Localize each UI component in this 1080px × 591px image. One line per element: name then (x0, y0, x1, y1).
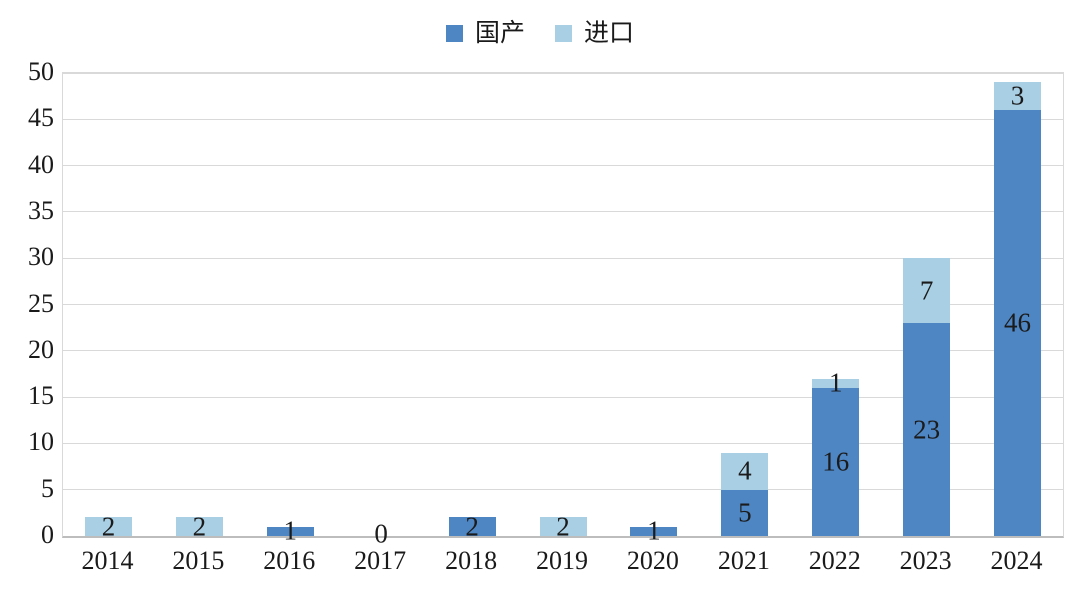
x-tick-label: 2020 (626, 546, 679, 575)
bar-segment-domestic[interactable]: 1 (630, 517, 678, 544)
legend-label-domestic: 国产 (474, 19, 525, 47)
legend-item-domestic[interactable]: 国产 (445, 19, 525, 47)
bar-value-label: 2 (192, 511, 207, 542)
bar-value-label: 1 (828, 367, 843, 398)
bar-value-label: 1 (647, 515, 661, 546)
y-tick-label: 30 (28, 242, 54, 272)
chart-legend: 国产 进口 (0, 16, 1080, 50)
x-tick-label: 2016 (263, 546, 316, 575)
gridline (63, 211, 1063, 213)
y-tick-label: 20 (28, 334, 54, 364)
y-tick-label: 5 (41, 473, 54, 503)
bar-value-label: 16 (822, 446, 850, 477)
bar-segment-domestic[interactable]: 1 (266, 517, 314, 544)
bar-segment-domestic[interactable]: 16 (812, 387, 860, 536)
bar-value-label: 46 (1004, 307, 1032, 338)
x-tick-label: 2024 (990, 546, 1043, 575)
y-tick-label: 25 (28, 288, 54, 318)
gridline (63, 489, 1063, 491)
bar-segment-import[interactable]: 2 (175, 513, 223, 540)
legend-swatch-import-icon (555, 24, 572, 42)
gridline (63, 350, 1063, 352)
bar-value-label: 7 (919, 275, 934, 306)
bar-segment-domestic[interactable]: 2 (448, 513, 496, 540)
bar-segment-import[interactable]: 3 (994, 80, 1042, 111)
gridline (63, 257, 1063, 259)
y-tick-label: 50 (28, 57, 54, 86)
y-tick-label: 45 (28, 103, 54, 133)
y-axis: 0 5 10 15 20 25 30 35 40 45 50 (0, 57, 54, 549)
gridline (63, 396, 1063, 398)
bar-value-label: 4 (738, 455, 752, 486)
x-axis: 2014 2015 2016 2017 2018 2019 2020 2021 2022 2023… (62, 546, 1062, 580)
bar-segment-import[interactable]: 2 (84, 513, 132, 540)
bar-segment-domestic[interactable]: 46 (994, 110, 1042, 536)
x-tick-label: 2014 (81, 546, 134, 575)
bar-segment-import[interactable]: 1 (812, 369, 860, 396)
y-tick-label: 40 (28, 149, 54, 179)
legend-label-import: 进口 (584, 19, 635, 47)
y-tick-label: 10 (28, 427, 54, 457)
bar-value-label: 1 (283, 515, 298, 546)
legend-item-import[interactable]: 进口 (555, 21, 634, 46)
bar-value-label: 2 (556, 511, 570, 542)
bar-segment-import[interactable]: 4 (721, 452, 769, 490)
x-tick-label: 2019 (536, 546, 588, 575)
bar-segment-import[interactable]: 2 (539, 513, 587, 540)
bar-segment-domestic[interactable]: 5 (721, 489, 769, 536)
y-tick-label: 15 (28, 381, 54, 411)
bar-value-label: 3 (1010, 80, 1025, 111)
gridline (63, 165, 1063, 167)
plot-area: 2 2 1 0 2 2 1 5 4 16 1 23 7 46 3 (62, 72, 1064, 547)
gridline (63, 118, 1063, 120)
x-tick-label: 2015 (172, 546, 225, 575)
x-tick-label: 2023 (899, 546, 952, 575)
bar-value-label: 23 (913, 414, 941, 445)
x-tick-label: 2018 (445, 546, 498, 575)
gridline (63, 304, 1063, 305)
bar-value-label: 2 (101, 511, 116, 542)
legend-swatch-domestic-icon (445, 24, 463, 42)
bar-value-label-zero: 0 (374, 518, 388, 549)
gridline (63, 72, 1063, 74)
x-tick-label: 2021 (717, 546, 770, 575)
bar-segment-import[interactable]: 7 (903, 258, 951, 324)
y-tick-label: 35 (28, 195, 54, 225)
y-tick-label: 0 (41, 520, 54, 549)
x-tick-label: 2017 (354, 546, 407, 575)
x-tick-label: 2022 (808, 546, 861, 575)
bar-segment-domestic[interactable]: 23 (903, 323, 951, 536)
gridline (63, 442, 1063, 444)
bar-value-label: 5 (738, 497, 752, 528)
bar-value-label: 2 (465, 511, 479, 542)
